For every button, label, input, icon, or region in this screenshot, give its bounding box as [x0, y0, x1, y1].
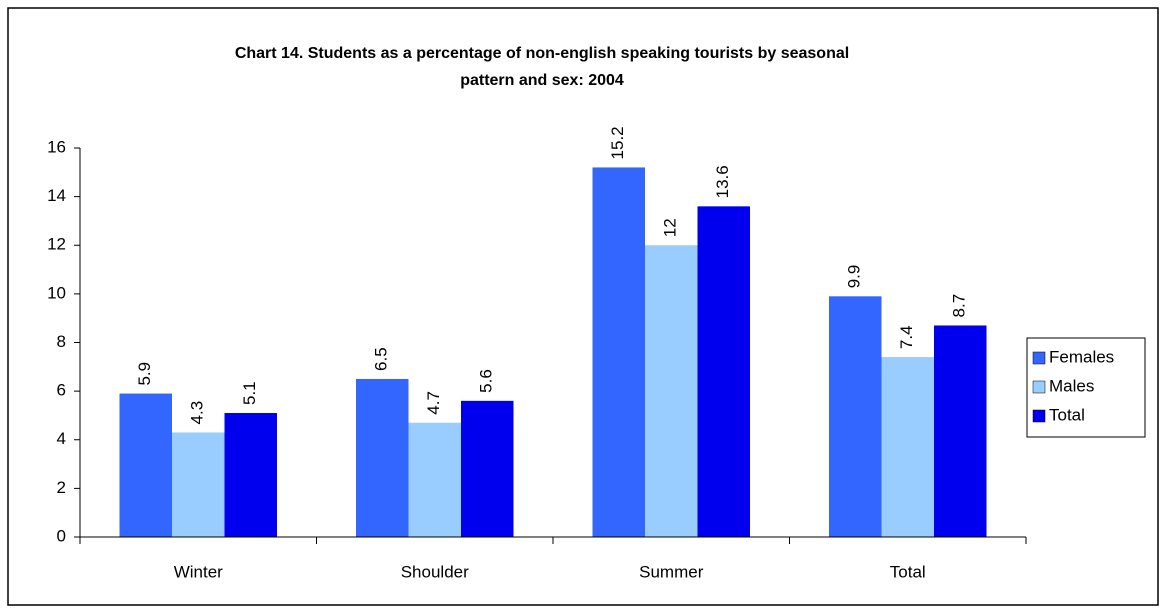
legend-swatch	[1032, 351, 1046, 365]
bar	[645, 245, 698, 537]
bar	[119, 393, 172, 537]
bar	[408, 422, 461, 537]
value-label: 12	[661, 218, 680, 237]
legend-swatch	[1032, 409, 1046, 423]
y-tick-label: 4	[57, 429, 66, 448]
y-tick-label: 8	[57, 332, 66, 351]
value-label: 4.3	[188, 401, 207, 425]
value-label: 5.1	[240, 381, 259, 405]
value-label: 7.4	[897, 325, 916, 349]
bar	[356, 378, 409, 537]
x-tick-label: Winter	[174, 562, 223, 581]
legend-box	[1026, 337, 1146, 438]
value-label: 5.9	[135, 362, 154, 386]
y-tick-label: 14	[47, 186, 66, 205]
value-label: 8.7	[950, 294, 969, 318]
chart-title: Chart 14. Students as a percentage of no…	[235, 45, 849, 62]
legend-swatch	[1032, 380, 1046, 394]
value-label: 13.6	[713, 165, 732, 198]
value-label: 9.9	[845, 265, 864, 289]
value-label: 6.5	[372, 347, 391, 371]
y-tick-label: 12	[47, 235, 66, 254]
legend-label: Males	[1049, 376, 1094, 395]
y-tick-label: 10	[47, 283, 66, 302]
y-tick-label: 0	[57, 526, 66, 545]
value-label: 5.6	[477, 369, 496, 393]
bar	[172, 432, 225, 537]
bar	[592, 167, 645, 537]
value-label: 4.7	[424, 391, 443, 415]
x-tick-label: Summer	[639, 562, 704, 581]
bar	[461, 400, 514, 537]
x-tick-label: Shoulder	[401, 562, 469, 581]
value-label: 15.2	[608, 126, 627, 159]
x-tick-label: Total	[890, 562, 926, 581]
bar	[829, 296, 882, 537]
bar	[224, 413, 277, 537]
bar	[697, 206, 750, 537]
y-tick-label: 6	[57, 381, 66, 400]
chart-title: pattern and sex: 2004	[460, 72, 624, 89]
y-tick-label: 16	[47, 137, 66, 156]
legend-label: Females	[1049, 347, 1114, 366]
y-tick-label: 2	[57, 478, 66, 497]
bar	[934, 325, 987, 537]
bar	[881, 357, 934, 537]
legend-label: Total	[1049, 405, 1085, 424]
